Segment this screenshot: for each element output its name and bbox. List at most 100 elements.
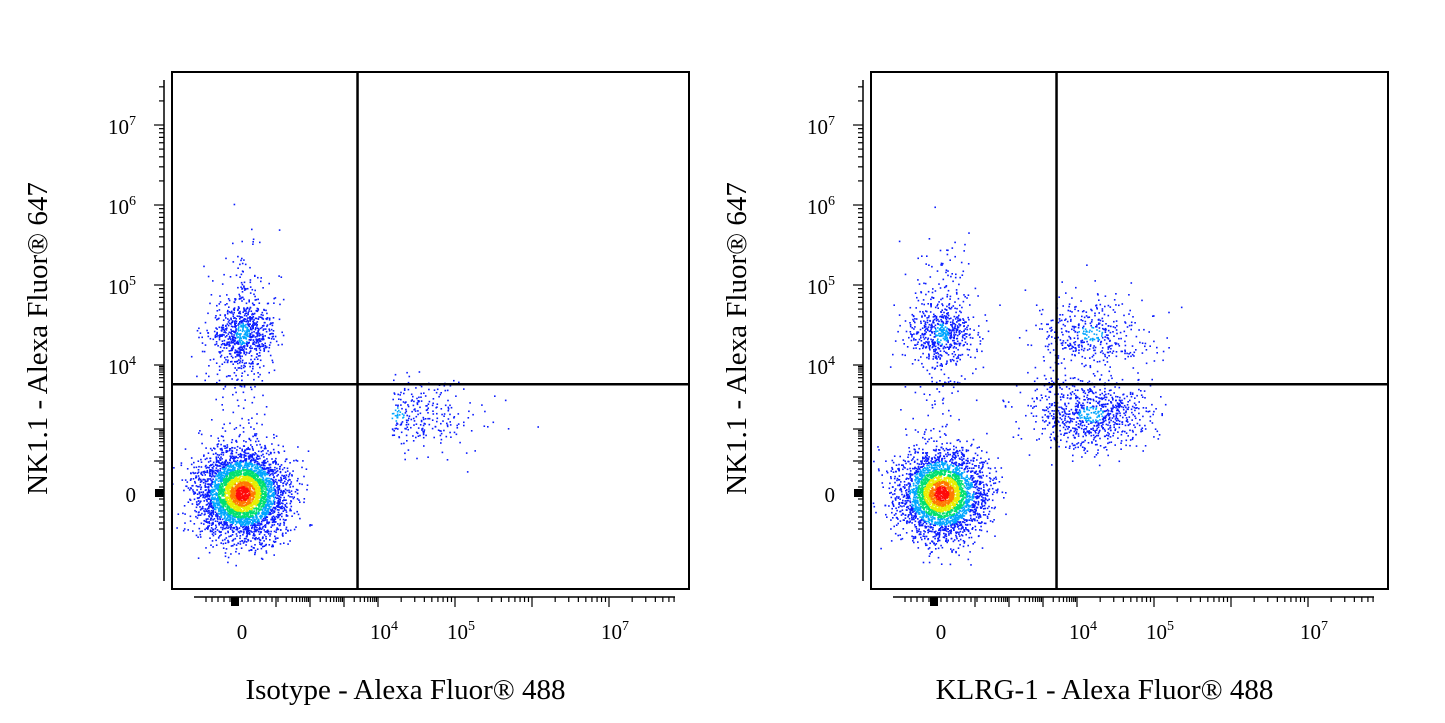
event-dot [467, 417, 470, 419]
event-dot [280, 507, 282, 510]
event-dot [274, 469, 276, 471]
event-dot [272, 506, 275, 509]
event-dot [205, 486, 207, 488]
event-dot [227, 556, 230, 559]
event-dot [231, 450, 233, 453]
event-dot [293, 512, 296, 515]
event-dot [246, 335, 248, 337]
event-dot [227, 502, 230, 504]
event-dot [228, 477, 230, 479]
event-dot [208, 483, 210, 486]
event-dot [260, 316, 263, 319]
event-dot [242, 271, 244, 273]
event-dot [245, 323, 247, 326]
event-dot [235, 505, 237, 508]
event-dot [270, 510, 273, 513]
event-dot [276, 505, 278, 508]
event-dot [248, 496, 250, 499]
event-dot [248, 465, 250, 468]
event-dot [254, 544, 256, 546]
event-dot [254, 434, 256, 437]
event-dot [262, 525, 264, 528]
event-dot [237, 350, 239, 352]
event-dot [270, 530, 272, 533]
event-dot [286, 489, 288, 492]
event-dot [255, 492, 258, 495]
event-dot [256, 538, 259, 540]
event-dot [230, 466, 233, 469]
event-dot [291, 515, 293, 517]
event-dot [242, 328, 244, 330]
event-dot [266, 510, 269, 512]
event-dot [229, 528, 232, 530]
event-dot [246, 506, 249, 508]
event-dot [252, 507, 255, 510]
event-dot [234, 447, 236, 449]
event-dot [262, 476, 264, 479]
event-dot [227, 465, 230, 467]
event-dot [220, 490, 223, 493]
event-dot [199, 481, 202, 483]
event-dot [244, 450, 246, 452]
event-dot [254, 317, 257, 320]
event-dot [274, 516, 276, 519]
event-dot [235, 472, 238, 475]
event-dot [229, 469, 232, 472]
event-dot [215, 499, 218, 502]
event-dot [247, 473, 249, 476]
event-dot [406, 371, 408, 374]
event-dot [212, 510, 215, 513]
event-dot [250, 522, 253, 524]
event-dot [239, 475, 242, 478]
event-dot [205, 504, 208, 506]
event-dot [259, 531, 262, 533]
event-dot [200, 461, 203, 463]
event-dot [275, 478, 277, 481]
event-dot [277, 528, 280, 531]
event-dot [234, 520, 237, 522]
event-dot [244, 455, 246, 457]
event-dot [197, 469, 200, 471]
event-dot [223, 521, 225, 523]
event-dot [182, 512, 184, 515]
event-dot [212, 453, 215, 455]
event-dot [236, 315, 239, 317]
event-dot [237, 484, 239, 487]
event-dot [253, 341, 256, 343]
event-dot [230, 342, 232, 344]
event-dot [251, 490, 253, 493]
event-dot [217, 486, 220, 489]
event-dot [204, 474, 206, 476]
event-dot [258, 455, 260, 458]
event-dot [219, 513, 221, 515]
event-dot [280, 464, 283, 466]
event-dot [230, 361, 232, 363]
event-dot [249, 346, 251, 349]
event-dot [264, 464, 266, 467]
event-dot [292, 485, 294, 488]
event-dot [242, 517, 245, 519]
event-dot [232, 345, 234, 347]
event-dot [221, 283, 224, 285]
event-dot [231, 330, 233, 332]
event-dot [278, 485, 280, 487]
event-dot [199, 509, 202, 511]
event-dot [234, 472, 236, 474]
event-dot [243, 320, 246, 322]
event-dot [255, 332, 258, 334]
event-dot [231, 518, 233, 520]
event-dot [224, 460, 226, 463]
event-dot [257, 467, 259, 469]
event-dot [241, 499, 243, 502]
event-dot [267, 512, 270, 514]
event-dot [203, 454, 205, 456]
event-dot [248, 339, 251, 341]
event-dot [235, 427, 238, 429]
event-dot [255, 460, 257, 462]
event-dot [235, 325, 237, 327]
event-dot [272, 487, 275, 489]
event-dot [278, 524, 281, 527]
event-dot [233, 468, 236, 471]
event-dot [236, 332, 239, 334]
event-dot [242, 329, 244, 331]
